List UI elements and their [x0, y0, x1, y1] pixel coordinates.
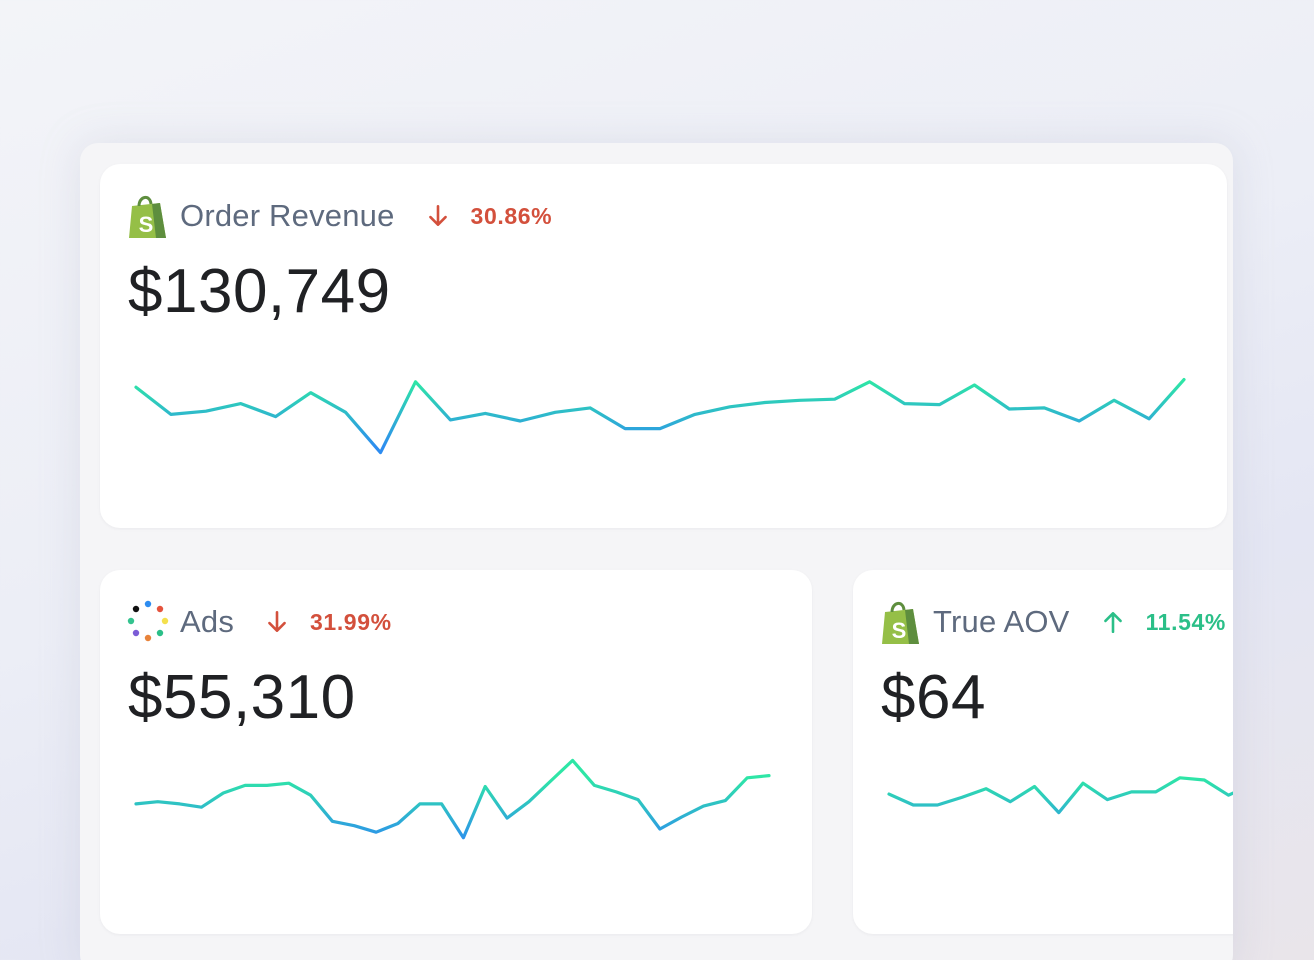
- arrow-down-icon: [268, 610, 286, 632]
- arrow-down-icon: [428, 204, 447, 226]
- delta-value: 31.99%: [310, 608, 392, 635]
- metric-delta: 11.54%: [1100, 609, 1226, 636]
- ads-dots-icon: [127, 600, 169, 642]
- metrics-panel: S Order Revenue 30.86% $130,749: [80, 143, 1233, 960]
- order-revenue-card[interactable]: S Order Revenue 30.86% $130,749: [100, 164, 1227, 528]
- true-aov-card[interactable]: S True AOV 11.54% $64: [853, 570, 1233, 934]
- sparkline-series: [134, 758, 771, 840]
- delta-value: 11.54%: [1145, 608, 1226, 635]
- delta-value: 30.86%: [470, 202, 553, 229]
- metric-value: $64: [881, 663, 986, 732]
- card-header: S True AOV 11.54%: [879, 598, 1226, 646]
- svg-text:S: S: [139, 212, 154, 237]
- ads-sparkline: [134, 758, 771, 840]
- svg-text:S: S: [892, 618, 907, 643]
- ads-card[interactable]: Ads 31.99% $55,310: [100, 570, 812, 934]
- sparkline-series: [887, 776, 1233, 815]
- true-aov-sparkline: [887, 776, 1233, 815]
- arrow-up-icon: [1103, 612, 1122, 634]
- shopify-icon: S: [129, 196, 166, 238]
- metric-value: $130,749: [128, 257, 391, 326]
- order-revenue-sparkline: [134, 378, 1186, 455]
- shopify-icon: S: [882, 602, 919, 644]
- card-header: Ads 31.99%: [126, 598, 392, 646]
- metric-label: Order Revenue: [180, 198, 395, 233]
- metric-delta: 31.99%: [264, 609, 392, 636]
- card-header: S Order Revenue 30.86%: [126, 192, 552, 240]
- metric-delta: 30.86%: [425, 203, 553, 230]
- metric-label: Ads: [180, 604, 235, 639]
- sparkline-series: [134, 378, 1186, 455]
- metric-label: True AOV: [933, 604, 1070, 639]
- metric-value: $55,310: [128, 663, 356, 732]
